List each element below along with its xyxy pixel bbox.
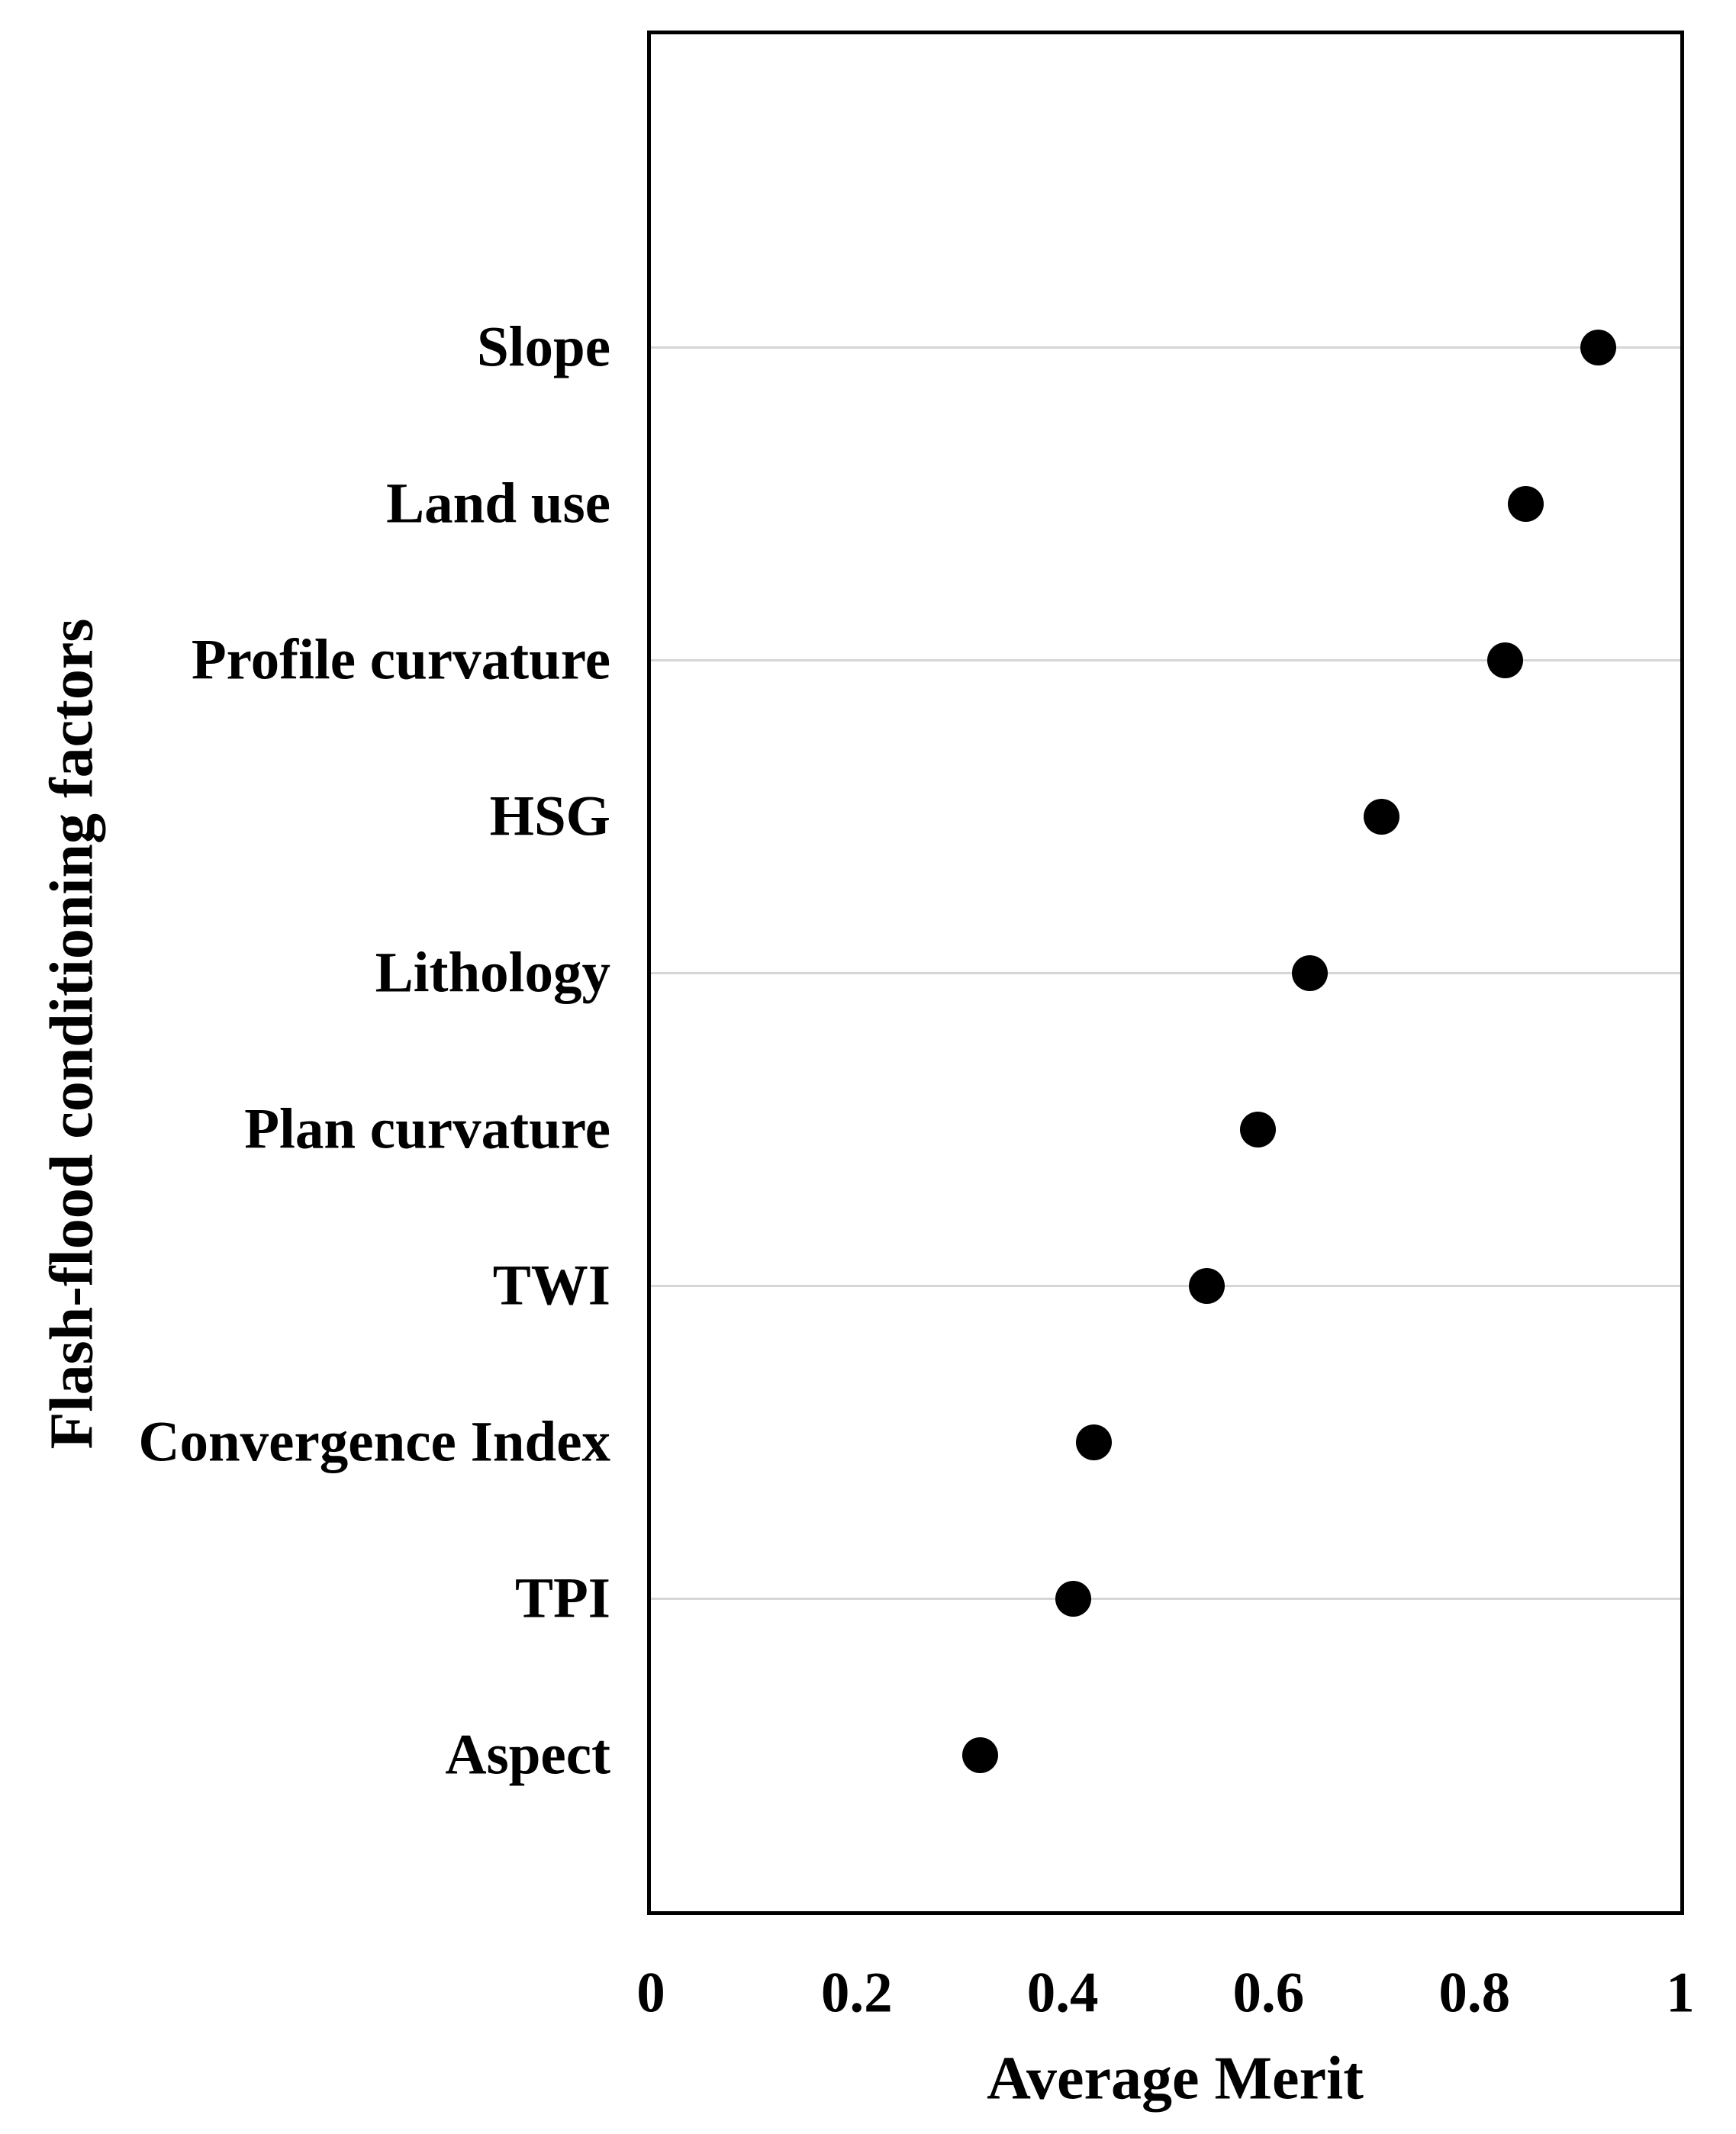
x-tick-label: 0.6 — [1232, 1961, 1305, 2025]
category-label: Convergence Index — [138, 1410, 610, 1474]
x-tick-label: 1 — [1666, 1961, 1695, 2025]
data-point — [962, 1736, 999, 1773]
category-label: TPI — [514, 1566, 610, 1630]
gridline — [651, 658, 1680, 661]
data-point — [1291, 954, 1328, 991]
category-label: Plan curvature — [244, 1097, 610, 1161]
category-label: HSG — [489, 784, 610, 848]
category-label: Lithology — [375, 941, 610, 1005]
x-tick-label: 0 — [636, 1961, 665, 2025]
y-axis-title: Flash-flood conditioning factors — [38, 618, 106, 1450]
data-point — [1580, 329, 1616, 365]
x-tick-label: 0.4 — [1026, 1961, 1099, 2025]
x-tick-label: 0.2 — [820, 1961, 893, 2025]
category-label: Land use — [386, 472, 610, 536]
data-point — [1188, 1267, 1225, 1304]
data-point — [1075, 1424, 1112, 1460]
gridline — [651, 346, 1680, 349]
gridline — [651, 1597, 1680, 1600]
x-axis-title: Average Merit — [987, 2045, 1364, 2113]
category-label: Aspect — [445, 1723, 610, 1787]
data-point — [1487, 642, 1524, 678]
category-label: TWI — [492, 1254, 610, 1318]
data-point — [1364, 798, 1400, 835]
gridline — [651, 1284, 1680, 1287]
data-point — [1240, 1111, 1277, 1147]
category-label: Slope — [476, 315, 610, 379]
category-label: Profile curvature — [191, 628, 610, 692]
data-point — [1055, 1580, 1091, 1617]
x-tick-label: 0.8 — [1438, 1961, 1511, 2025]
data-point — [1508, 485, 1544, 522]
gridline — [651, 971, 1680, 974]
